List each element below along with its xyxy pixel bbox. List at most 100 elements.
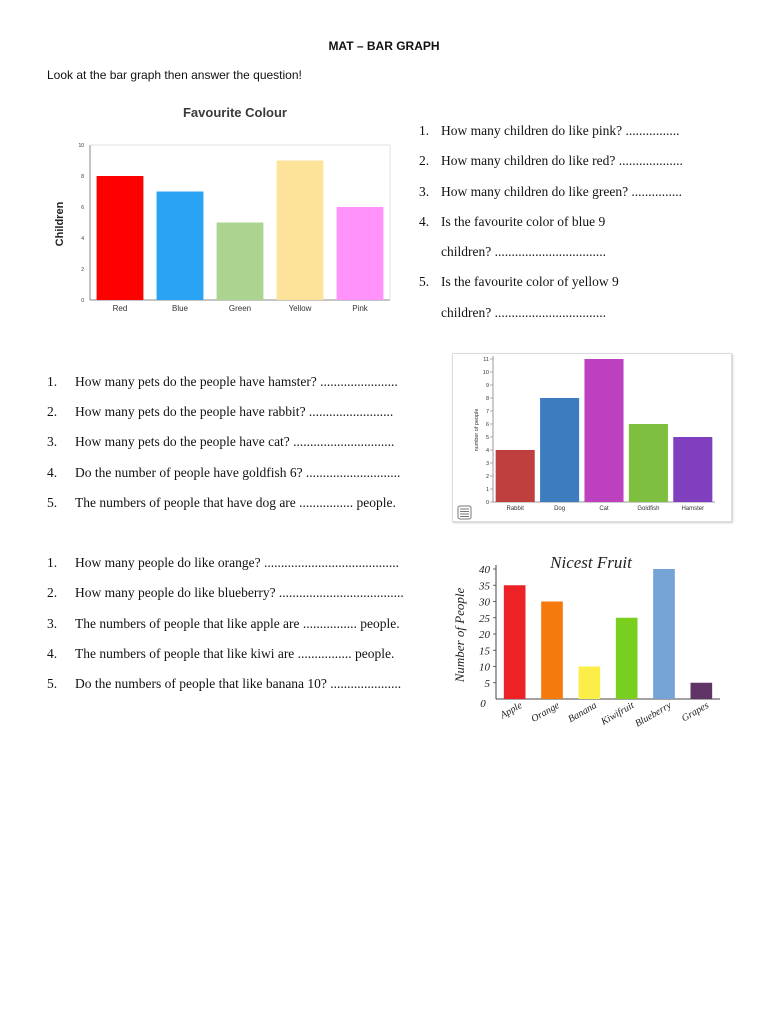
- question-text: How many people do like orange? ........…: [75, 555, 399, 570]
- y-tick-label: 4: [81, 236, 84, 242]
- y-tick-label: 10: [483, 370, 489, 376]
- question-number: 3.: [419, 184, 430, 199]
- x-tick-label: Cat: [599, 506, 609, 512]
- bar-dog: [540, 398, 580, 502]
- question-number: 5.: [47, 495, 58, 510]
- question-number: 4.: [47, 646, 58, 661]
- y-tick-label: 7: [486, 409, 489, 415]
- x-tick-label: Blue: [172, 304, 189, 313]
- x-tick-label: Apple: [498, 700, 525, 722]
- y-tick-label: 0: [81, 298, 84, 304]
- question-text: Is the favourite color of blue 9: [441, 214, 606, 229]
- y-tick-label: 40: [479, 564, 491, 576]
- bar-kiwifruit: [615, 617, 638, 699]
- y-axis-label: Children: [54, 201, 66, 246]
- x-tick-label: Rabbit: [507, 506, 525, 512]
- y-tick-label: 10: [78, 143, 84, 149]
- y-tick-label: 30: [478, 597, 491, 609]
- question-number: 1.: [47, 374, 58, 389]
- y-tick-label: 10: [479, 662, 491, 674]
- question-number: 1.: [419, 123, 430, 138]
- bar-yellow: [276, 160, 324, 300]
- bar-rabbit: [495, 450, 535, 502]
- y-tick-label: 5: [485, 678, 491, 690]
- question-text: Do the numbers of people that like banan…: [75, 676, 402, 691]
- bar-orange: [541, 601, 563, 699]
- x-tick-label: Goldfish: [637, 506, 659, 512]
- y-tick-label: 15: [479, 645, 491, 657]
- chart-title: Favourite Colour: [183, 105, 287, 120]
- x-tick-label: Banana: [566, 700, 598, 725]
- question-number: 2.: [47, 585, 58, 600]
- question-number: 3.: [47, 616, 58, 631]
- chart-title: Nicest Fruit: [549, 553, 633, 572]
- x-tick-label: Pink: [352, 304, 369, 313]
- y-tick-label: 9: [486, 383, 489, 389]
- instruction-text: Look at the bar graph then answer the qu…: [47, 68, 302, 82]
- question-number: 1.: [47, 555, 58, 570]
- question-text: The numbers of people that have dog are …: [75, 495, 396, 510]
- x-tick-label: Orange: [530, 700, 562, 725]
- x-tick-label: Dog: [554, 506, 565, 512]
- y-tick-label: 6: [81, 205, 84, 211]
- question-text: How many children do like pink? ........…: [441, 123, 680, 138]
- question-number: 4.: [47, 465, 58, 480]
- x-tick-label: Yellow: [289, 304, 312, 313]
- question-text: How many people do like blueberry? .....…: [75, 585, 404, 600]
- y-axis-label: number of people: [474, 409, 480, 452]
- question-continuation: children? ..............................…: [441, 305, 606, 320]
- y-tick-label: 4: [486, 448, 489, 454]
- bar-grapes: [690, 682, 713, 699]
- x-tick-label: Red: [113, 304, 128, 313]
- question-text: How many pets do the people have cat? ..…: [75, 434, 395, 449]
- y-tick-label: 35: [478, 580, 491, 592]
- question-text: Do the number of people have goldfish 6?…: [75, 465, 401, 480]
- y-tick-label: 25: [479, 613, 491, 625]
- question-continuation: children? ..............................…: [441, 244, 606, 259]
- pets-chart-frame: number of people 0 1 2 3 4 5 6 7 8 9 10 11 Rabbit Dog C…: [452, 353, 732, 522]
- bar-blueberry: [653, 569, 675, 699]
- y-tick-label: 3: [486, 461, 489, 467]
- x-tick-label: Hamster: [681, 506, 704, 512]
- menu-icon: [457, 505, 472, 520]
- question-text: The numbers of people that like kiwi are…: [75, 646, 395, 661]
- x-tick-label: Kiwifruit: [599, 700, 637, 728]
- question-text: How many pets do the people have hamster…: [75, 374, 398, 389]
- question-text: The numbers of people that like apple ar…: [75, 616, 400, 631]
- y-axis-label: Number of People: [452, 587, 467, 683]
- y-tick-label: 2: [81, 267, 84, 273]
- question-number: 2.: [47, 404, 58, 419]
- question-text: Is the favourite color of yellow 9: [441, 274, 619, 289]
- nicest-fruit-chart: Nicest Fruit Number of People 5 10 15 20 25 30 3…: [452, 553, 720, 730]
- y-tick-label: 8: [81, 174, 84, 180]
- question-number: 5.: [419, 274, 430, 289]
- question-text: How many children do like red? .........…: [441, 153, 683, 168]
- y-tick-label: 1: [486, 487, 489, 493]
- bar-blue: [156, 191, 204, 300]
- y-tick-label: 20: [479, 629, 491, 641]
- x-tick-label: Green: [229, 304, 251, 313]
- y-tick-label: 0: [486, 500, 489, 506]
- pets-chart: number of people 0 1 2 3 4 5 6 7 8 9 10 11 Rabbit Dog C…: [457, 356, 715, 520]
- bar-apple: [503, 585, 526, 699]
- y-tick-label: 8: [486, 396, 489, 402]
- y-tick-label: 2: [486, 474, 489, 480]
- bar-goldfish: [628, 424, 668, 502]
- bar-green: [216, 222, 264, 300]
- y-tick-label: 6: [486, 422, 489, 428]
- question-text: How many children do like green? .......…: [441, 184, 683, 199]
- y-tick-label: 11: [483, 357, 489, 363]
- favourite-colour-chart: Favourite Colour Children 0 2 4 6 8 10 Red Blue Gr…: [54, 105, 391, 313]
- page-title: MAT – BAR GRAPH: [328, 39, 440, 53]
- question-number: 3.: [47, 434, 58, 449]
- bar-hamster: [673, 437, 713, 502]
- x-tick-label: Grapes: [680, 700, 711, 724]
- bar-red: [96, 176, 144, 300]
- y-tick-label: 5: [486, 435, 489, 441]
- x-tick-label: Blueberry: [633, 700, 674, 730]
- bar-cat: [584, 359, 624, 502]
- bar-pink: [336, 207, 384, 300]
- question-number: 2.: [419, 153, 430, 168]
- question-number: 5.: [47, 676, 58, 691]
- question-number: 4.: [419, 214, 430, 229]
